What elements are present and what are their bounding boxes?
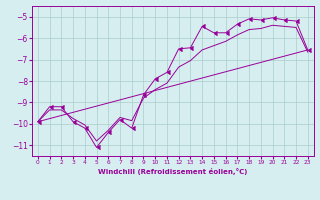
X-axis label: Windchill (Refroidissement éolien,°C): Windchill (Refroidissement éolien,°C) xyxy=(98,168,247,175)
